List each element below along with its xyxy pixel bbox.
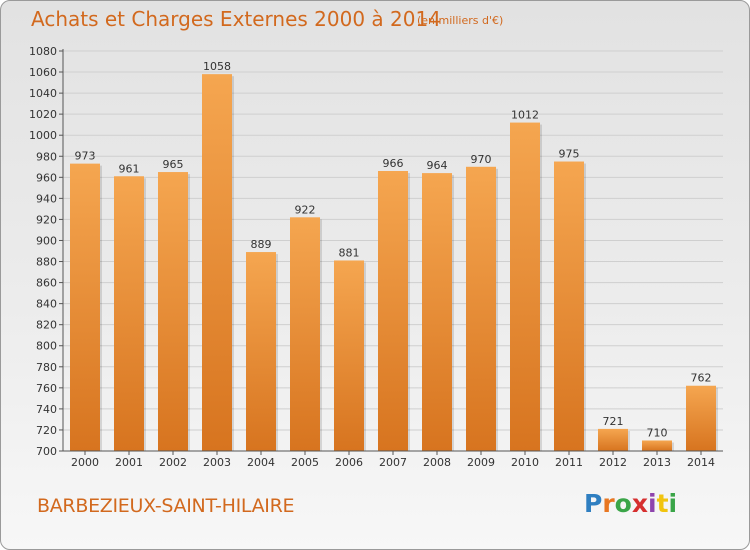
brand-letter: t [656,489,669,518]
y-tick-labels: 700 720 740 760 780 800 820 840 860 880 900 920 940 9… [29,45,57,458]
x-tick-label: 2005 [291,456,319,469]
x-tick-label: 2011 [555,456,583,469]
bar-2008 [422,173,452,451]
brand-letter: o [614,489,632,518]
brand-letter: P [584,489,603,518]
x-tick-label: 2008 [423,456,451,469]
y-tick-label: 800 [36,340,57,353]
brand-letter: x [631,489,648,518]
y-tick-label: 1080 [29,45,57,58]
y-tick-label: 1060 [29,66,57,79]
bar-value-label: 721 [603,415,624,428]
chart-title: Achats et Charges Externes 2000 à 2014 [31,7,441,31]
x-tick-label: 2009 [467,456,495,469]
bar-2000 [70,163,100,451]
y-tick-label: 1040 [29,87,57,100]
brand-letter: i [648,489,657,518]
y-tick-label: 780 [36,361,57,374]
bar-value-label: 966 [383,157,404,170]
y-tick-label: 1020 [29,108,57,121]
bar-value-label: 970 [471,153,492,166]
y-tick-label: 880 [36,256,57,269]
bar-2005 [290,217,320,451]
y-tick-label: 860 [36,277,57,290]
y-tick-label: 760 [36,382,57,395]
bar-value-label: 965 [163,158,184,171]
x-tick-labels: 2000 2001 2002 2003 2004 2005 2006 2007 2008 2009… [71,456,715,469]
y-tick-label: 920 [36,213,57,226]
bar-2003 [202,74,232,451]
y-tick-label: 960 [36,171,57,184]
bar-2002 [158,172,188,452]
x-tick-label: 2013 [643,456,671,469]
proxiti-logo: Proxiti [584,489,677,518]
y-tick-label: 840 [36,298,57,311]
bar-2012 [598,428,628,451]
brand-letter: r [602,489,615,518]
y-tick-label: 740 [36,403,57,416]
x-tick-label: 2003 [203,456,231,469]
x-tick-label: 2000 [71,456,99,469]
x-tick-label: 2010 [511,456,539,469]
axes [62,49,723,455]
y-tick-label: 940 [36,192,57,205]
bar-value-label: 710 [647,426,668,439]
x-tick-label: 2014 [687,456,715,469]
bar-value-label: 964 [427,159,448,172]
bar-value-labels: 973 961 965 1058 889 922 881 966 964 970 1012 975 72… [75,60,712,439]
brand-letter: i [668,489,678,518]
x-tick-label: 2006 [335,456,363,469]
x-tick-label: 2012 [599,456,627,469]
bar-value-label: 961 [119,162,140,175]
bar-value-label: 1058 [203,60,231,73]
x-tick-label: 2004 [247,456,275,469]
bar-2014 [686,385,716,451]
x-tick-label: 2002 [159,456,187,469]
bar-value-label: 922 [295,203,316,216]
bar-2011 [554,161,584,452]
unit-note: (en milliers d'€) [417,14,504,27]
x-tick-label: 2001 [115,456,143,469]
bar-2009 [466,166,496,451]
y-tick-label: 1000 [29,129,57,142]
bar-2007 [378,171,408,451]
y-tick-label: 900 [36,234,57,247]
y-tick-label: 980 [36,150,57,163]
bar-value-label: 889 [251,238,272,251]
y-tick-label: 820 [36,319,57,332]
bar-2013 [642,440,672,451]
commune-name: BARBEZIEUX-SAINT-HILAIRE [37,495,295,517]
bar-2010 [510,122,540,451]
bar-value-label: 975 [559,148,580,161]
bars [70,74,718,452]
bar-value-label: 881 [339,246,360,259]
bar-value-label: 762 [691,372,712,385]
bar-2006 [334,260,364,451]
y-tick-label: 700 [36,445,57,458]
bar-2004 [246,252,276,451]
bar-value-label: 1012 [511,109,539,122]
y-tick-label: 720 [36,424,57,437]
x-tick-label: 2007 [379,456,407,469]
bar-2001 [114,176,144,451]
bar-value-label: 973 [75,150,96,163]
